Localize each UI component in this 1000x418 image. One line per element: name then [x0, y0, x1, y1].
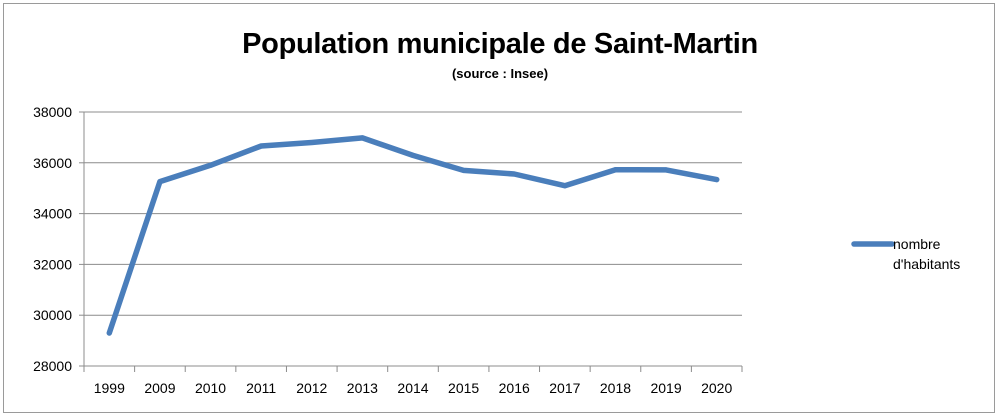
y-tick-label: 32000 — [33, 256, 72, 272]
data-point — [663, 167, 669, 173]
x-tick-label: 1999 — [94, 380, 125, 396]
x-tick-label: 2010 — [195, 380, 226, 396]
x-tick-labels: 1999 2009 2010 2011 2012 2013 2014 2015 2016 2017… — [94, 380, 733, 396]
legend-label: d'habitants — [893, 256, 960, 272]
y-tick-label: 28000 — [33, 358, 72, 374]
data-point — [258, 143, 264, 149]
x-tick-label: 2018 — [600, 380, 631, 396]
x-tick-label: 2013 — [347, 380, 378, 396]
x-tick-label: 2016 — [499, 380, 530, 396]
x-tick-label: 2014 — [397, 380, 428, 396]
axes — [79, 111, 743, 372]
y-tick-label: 30000 — [33, 307, 72, 323]
y-tick-labels: 28000 30000 32000 34000 36000 38000 — [33, 104, 72, 374]
data-point — [612, 167, 618, 173]
data-point — [714, 177, 720, 183]
data-point — [309, 139, 315, 145]
x-tick-label: 2020 — [701, 380, 732, 396]
series-line — [106, 135, 720, 336]
x-tick-label: 2012 — [296, 380, 327, 396]
data-point — [208, 162, 214, 168]
data-point — [410, 152, 416, 158]
data-point — [157, 179, 163, 185]
y-tick-label: 34000 — [33, 206, 72, 222]
chart-subtitle: (source : Insee) — [451, 66, 549, 81]
chart-title: Population municipale de Saint-Martin — [242, 28, 758, 60]
x-tick-label: 2015 — [448, 380, 479, 396]
data-point — [562, 183, 568, 189]
chart-frame — [3, 3, 995, 413]
x-tick-label: 2009 — [144, 380, 175, 396]
x-tick-label: 2019 — [650, 380, 681, 396]
data-point — [106, 330, 112, 336]
data-point — [359, 135, 365, 141]
legend-label: nombre — [893, 236, 941, 252]
legend: nombre d'habitants — [851, 236, 960, 272]
x-tick-label: 2017 — [549, 380, 580, 396]
series-lines — [106, 135, 720, 336]
data-point — [511, 171, 517, 177]
y-tick-label: 38000 — [33, 104, 72, 120]
grid-lines — [84, 111, 742, 316]
data-point — [461, 167, 467, 173]
y-tick-label: 36000 — [33, 155, 72, 171]
x-tick-label: 2011 — [246, 380, 276, 396]
